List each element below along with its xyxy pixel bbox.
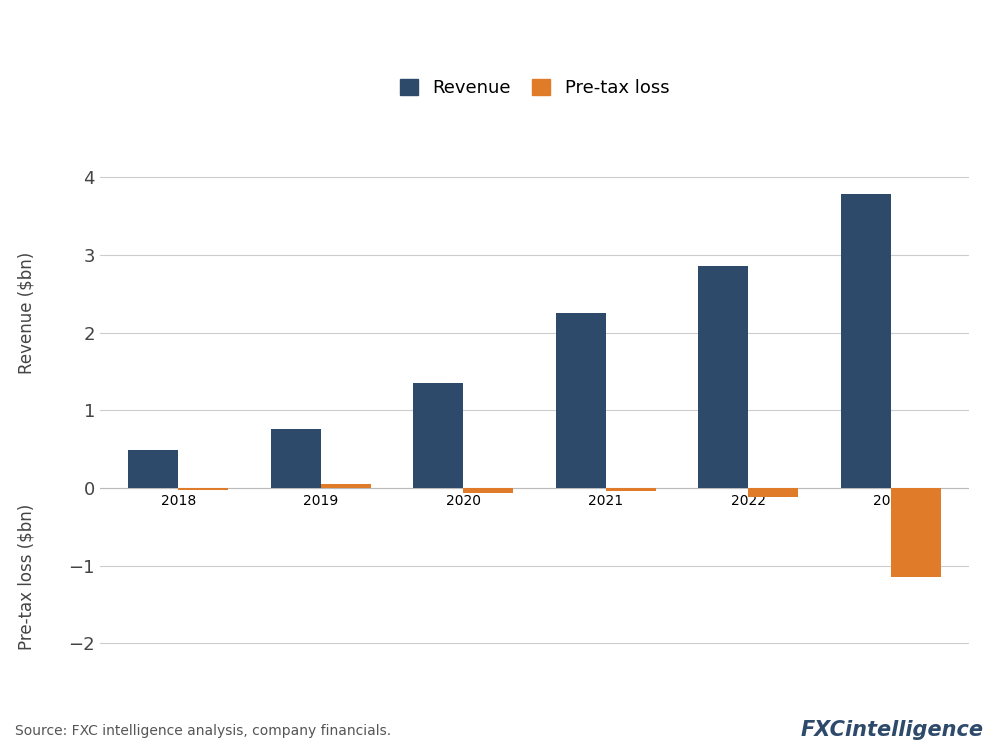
Legend: Revenue, Pre-tax loss: Revenue, Pre-tax loss bbox=[400, 79, 669, 97]
Bar bbox=[698, 266, 748, 488]
Bar bbox=[841, 195, 891, 488]
Bar bbox=[748, 488, 798, 497]
Bar bbox=[464, 488, 513, 494]
Text: Stripe Payments International Holdings group revenue and pre-tax losses: Stripe Payments International Holdings g… bbox=[15, 93, 730, 112]
Bar bbox=[891, 488, 940, 577]
Text: Source: FXC intelligence analysis, company financials.: Source: FXC intelligence analysis, compa… bbox=[15, 724, 392, 738]
Bar bbox=[129, 450, 178, 488]
Bar bbox=[178, 488, 228, 490]
Text: Revenue ($bn): Revenue ($bn) bbox=[17, 252, 35, 374]
Bar bbox=[321, 484, 371, 488]
Bar bbox=[414, 383, 464, 488]
Bar bbox=[271, 429, 321, 488]
Text: Stripe EMEA/APAC sees surge in losses in FY 2023: Stripe EMEA/APAC sees surge in losses in… bbox=[15, 28, 873, 58]
Bar bbox=[605, 488, 655, 491]
Text: FXCintelligence: FXCintelligence bbox=[801, 720, 984, 740]
Bar bbox=[555, 313, 605, 488]
Text: Pre-tax loss ($bn): Pre-tax loss ($bn) bbox=[17, 504, 35, 650]
